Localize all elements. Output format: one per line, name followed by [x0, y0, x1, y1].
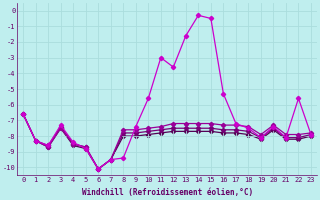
- X-axis label: Windchill (Refroidissement éolien,°C): Windchill (Refroidissement éolien,°C): [82, 188, 252, 197]
